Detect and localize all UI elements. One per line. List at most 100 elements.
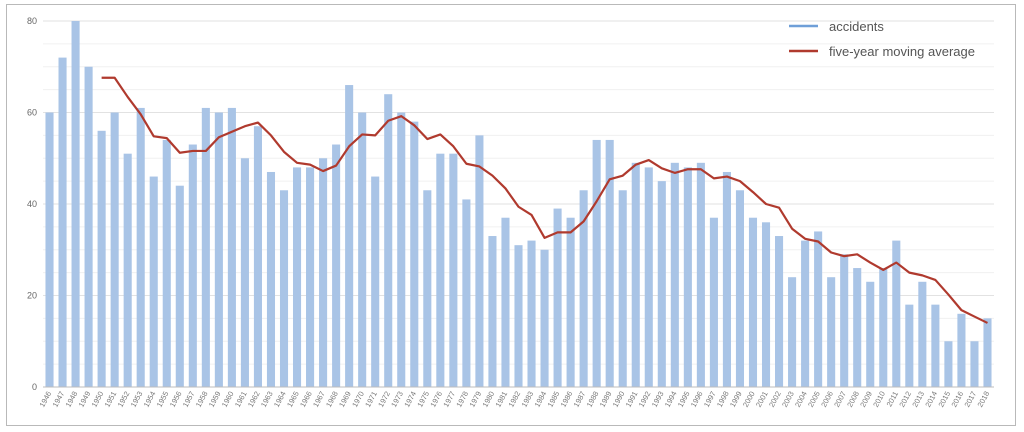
x-tick-label: 2013 [910,390,926,409]
x-tick-label: 1976 [428,390,444,409]
x-tick-label: 2017 [962,390,978,409]
bars [45,21,992,388]
bar-accidents [696,162,705,387]
bar-accidents [384,94,393,387]
x-tick-label: 1967 [311,390,327,409]
bar-accidents [566,217,575,387]
legend: accidents five-year moving average [789,19,975,59]
bar-accidents [631,162,640,387]
bar-accidents [840,254,849,387]
bar-accidents [162,139,171,387]
x-tick-label: 2000 [741,390,757,409]
x-tick-label: 1997 [702,390,718,409]
x-tick-label: 1972 [376,390,392,409]
chart-frame: 0 20 40 60 80 1946 1947 1948 1949 1950 1951 1952 19… [6,4,1016,426]
x-tick-label: 1973 [389,390,405,409]
x-tick-label: 2006 [819,390,835,409]
x-tick-label: 1950 [90,390,106,409]
bar-accidents [136,107,145,388]
x-tick-label: 1988 [585,390,601,409]
bar-accidents [892,240,901,387]
y-tick-label: 20 [27,291,37,301]
x-tick-label: 1965 [285,390,301,409]
bar-accidents [97,130,106,388]
x-tick-label: 1991 [624,390,640,409]
x-tick-label: 1995 [676,390,692,409]
bar-accidents [266,171,276,387]
bar-accidents [709,217,718,387]
x-tick-label: 1975 [415,390,431,409]
bar-accidents [175,185,184,387]
bar-accidents [983,318,992,387]
x-tick-label: 1992 [637,390,653,409]
bar-accidents [657,181,666,387]
bar-accidents [58,57,67,387]
y-axis-ticks: 0 20 40 60 80 [27,16,37,392]
bar-accidents [358,112,367,387]
x-tick-label: 2009 [858,390,874,409]
bar-accidents [527,240,536,387]
x-tick-label: 1989 [598,390,614,409]
x-tick-label: 2001 [754,390,770,409]
bar-accidents [775,236,784,387]
bar-accidents [71,21,80,387]
bar-accidents [501,217,510,387]
x-tick-label: 2018 [975,390,991,409]
bar-accidents [332,144,341,387]
x-tick-label: 1957 [181,390,197,409]
x-tick-label: 1963 [259,390,275,409]
bar-accidents [436,153,445,387]
bar-accidents [449,153,458,387]
x-tick-label: 1953 [129,390,145,409]
x-tick-label: 1971 [363,390,379,409]
bar-accidents [827,277,836,387]
moving-average-line-group [101,76,988,324]
x-tick-label: 1964 [272,390,288,409]
x-tick-label: 1984 [533,390,549,409]
bar-accidents [644,167,653,387]
x-tick-label: 1974 [402,390,418,409]
x-tick-label: 2004 [793,390,809,409]
bar-accidents [345,85,354,388]
x-tick-label: 1968 [324,390,340,409]
x-tick-label: 1998 [715,390,731,409]
bar-accidents [371,176,380,387]
bar-accidents [123,153,132,387]
bar-accidents [475,135,484,387]
bar-accidents [683,167,692,387]
x-tick-label: 2005 [806,390,822,409]
bar-accidents [227,107,236,388]
x-tick-label: 1946 [37,390,53,409]
x-tick-label: 1958 [194,390,210,409]
bar-accidents [761,222,771,387]
bar-accidents [514,245,523,387]
bar-accidents [240,158,249,387]
x-tick-label: 1970 [350,390,366,409]
bar-accidents [853,268,862,387]
bar-accidents [397,112,406,387]
x-tick-label: 2015 [936,390,952,409]
bar-accidents [292,167,302,387]
bar-accidents [879,268,888,387]
bar-accidents [931,304,940,387]
x-tick-label: 1981 [493,390,509,409]
x-tick-label: 1956 [168,390,184,409]
bar-accidents [45,112,54,387]
bar-accidents [188,144,197,387]
y-tick-label: 40 [27,199,37,209]
bar-accidents [84,66,93,387]
x-tick-label: 1987 [572,390,588,409]
y-tick-label: 0 [32,382,37,392]
x-tick-label: 1980 [480,390,496,409]
x-tick-label: 2002 [767,390,783,409]
x-tick-label: 2010 [871,390,887,409]
x-tick-label: 1983 [520,390,536,409]
bar-accidents [957,313,966,387]
x-tick-label: 1982 [506,390,522,409]
bar-accidents [488,236,497,387]
bar-accidents [553,208,562,387]
bar-accidents [214,112,223,387]
bar-accidents [319,158,328,387]
x-tick-label: 1994 [663,390,679,409]
